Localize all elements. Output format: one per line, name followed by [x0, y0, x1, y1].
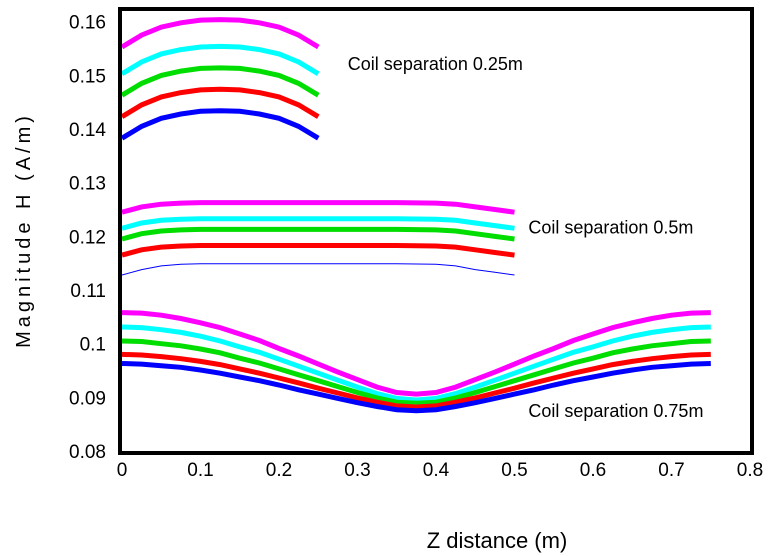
x-tick-label: 0.1	[187, 460, 213, 481]
series-line-2-1	[121, 200, 515, 215]
y-tick-label: 0.15	[69, 66, 106, 87]
series-line-1-1	[120, 17, 320, 50]
series-line-2-3	[121, 226, 515, 242]
x-tick-label: 0.8	[737, 460, 763, 481]
series-group-2	[121, 200, 515, 276]
series-line-2-2	[121, 216, 515, 231]
y-tick-label: 0.11	[70, 281, 106, 302]
series-line-3-3	[121, 338, 711, 406]
series-group-3	[121, 310, 711, 414]
y-tick-labels: 0.08 0.09 0.1 0.11 0.12 0.13 0.14 0.15 0.16	[69, 13, 106, 463]
x-tick-label: 0.6	[580, 460, 606, 481]
x-axis-label: Z distance (m)	[427, 528, 568, 553]
coil-separation-annotation: Coil separation 0.5m	[528, 218, 693, 238]
y-tick-label: 0.13	[69, 174, 106, 195]
series-line-3-2	[121, 324, 711, 403]
x-tick-label: 0.2	[266, 460, 292, 481]
series-line-2-5	[121, 263, 515, 276]
x-tick-label: 0.4	[423, 460, 450, 481]
y-tick-label: 0.09	[69, 388, 106, 409]
y-axis-label: Magnitude H (A/m)	[13, 112, 35, 348]
x-tick-label: 0	[117, 460, 128, 481]
y-tick-label: 0.14	[69, 120, 106, 141]
series-line-1-3	[120, 65, 320, 98]
series-line-2-4	[121, 243, 515, 258]
x-tick-label: 0.3	[344, 460, 370, 481]
series-line-3-4	[121, 351, 711, 410]
plot-frame	[118, 7, 754, 455]
x-tick-labels: 0 0.1 0.2 0.3 0.4 0.5 0.6 0.7 0.8	[117, 460, 764, 481]
y-tick-label: 0.08	[69, 442, 106, 463]
y-tick-label: 0.12	[69, 227, 106, 248]
series-line-1-4	[120, 86, 320, 119]
series-line-3-1	[121, 310, 711, 397]
annotation-layer: Coil separation 0.25m Coil separation 0.5…	[348, 54, 704, 421]
y-tick-label: 0.1	[80, 335, 106, 356]
series-line-3-5	[121, 361, 711, 414]
series-layer	[120, 17, 711, 414]
series-line-1-5	[120, 108, 320, 141]
x-tick-label: 0.7	[658, 460, 684, 481]
coil-separation-annotation: Coil separation 0.75m	[528, 401, 703, 421]
coil-separation-annotation: Coil separation 0.25m	[348, 54, 523, 74]
y-tick-label: 0.16	[69, 13, 106, 34]
x-tick-label: 0.5	[501, 460, 527, 481]
series-line-1-2	[120, 43, 320, 76]
series-group-1	[120, 17, 320, 141]
